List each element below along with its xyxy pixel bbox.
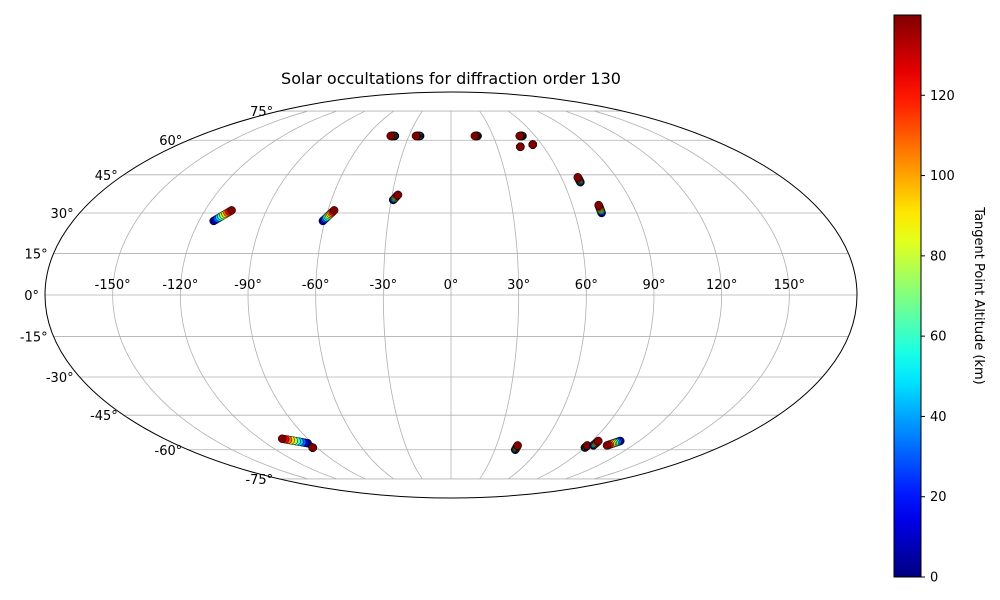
grid-meridian	[479, 110, 520, 480]
lat-tick-label: -45°	[90, 409, 118, 424]
lat-tick-label: -75°	[245, 473, 273, 488]
lat-tick-label: 60°	[159, 134, 182, 149]
grid-meridian	[315, 110, 394, 480]
lon-tick-label: 150°	[774, 278, 805, 293]
lon-tick-label: 120°	[706, 278, 737, 293]
plot-area	[44, 91, 858, 499]
colorbar-tick-label: 100	[930, 169, 955, 184]
lon-tick-label: -150°	[95, 278, 131, 293]
data-point	[594, 200, 603, 210]
data-point	[513, 441, 522, 450]
chart-title: Solar occultations for diffraction order…	[281, 69, 621, 88]
occultation-track	[528, 140, 538, 149]
data-point	[386, 131, 395, 141]
data-point	[528, 140, 538, 149]
lat-tick-label: 75°	[250, 105, 273, 120]
data-point	[227, 206, 236, 215]
data-point	[470, 131, 480, 141]
grid-meridian	[508, 110, 587, 480]
lon-tick-label: -120°	[162, 278, 198, 293]
lat-tick-label: 30°	[51, 207, 74, 222]
map-boundary	[44, 91, 858, 499]
colorbar-label: Tangent Point Altitude (km)	[971, 206, 986, 384]
data-point	[393, 190, 403, 200]
lon-tick-label: -60°	[302, 278, 330, 293]
occultation-track	[510, 441, 522, 455]
colorbar-tick-label: 60	[930, 330, 947, 345]
lat-tick-label: 45°	[95, 169, 118, 184]
occultation-track	[318, 206, 339, 226]
occultation-track	[411, 131, 425, 141]
occultation-track	[516, 142, 525, 152]
lon-tick-label: 30°	[507, 278, 530, 293]
colorbar-bar	[893, 14, 922, 578]
grid-meridian	[112, 110, 308, 480]
data-point	[602, 441, 612, 450]
occultation-track	[308, 443, 317, 452]
occultation-track	[515, 131, 527, 141]
colorbar-tick-label: 0	[930, 571, 938, 586]
data-point	[277, 434, 287, 443]
lat-tick-label: -60°	[155, 444, 183, 459]
grid-meridian	[594, 110, 790, 480]
lat-tick-label: 0°	[24, 289, 39, 304]
colorbar-tick-label: 120	[930, 89, 955, 104]
data-point	[329, 206, 339, 215]
grid-meridian	[536, 110, 655, 480]
colorbar-tick-label: 20	[930, 490, 947, 505]
lon-tick-label: 90°	[642, 278, 665, 293]
occultation-track	[602, 436, 625, 450]
data-point	[515, 131, 524, 141]
colorbar: 0 20 40 60 80 100 120 Tangent Point Altitude (k…	[893, 14, 986, 586]
data-point	[516, 142, 525, 152]
lon-tick-label: 0°	[444, 278, 459, 293]
grid-meridian	[179, 110, 337, 480]
occultation-track	[209, 206, 236, 226]
occultation-track	[386, 131, 400, 141]
occultation-track	[573, 173, 585, 187]
lon-tick-label: 60°	[575, 278, 598, 293]
lat-tick-label: -15°	[20, 331, 48, 346]
lat-tick-label: 15°	[25, 247, 48, 262]
points-layer	[209, 131, 625, 455]
occultation-track	[594, 200, 606, 218]
colorbar-tick-label: 80	[930, 249, 947, 264]
occultation-track	[388, 190, 403, 205]
colorbar-tick-label: 40	[930, 410, 947, 425]
graticule	[45, 110, 857, 480]
grid-meridian	[565, 110, 723, 480]
data-point	[573, 173, 583, 182]
lon-tick-label: -30°	[369, 278, 397, 293]
labels-layer: -150° -120° -90° -60° -30° 0° 30° 60° 90° 120° 150…	[20, 105, 805, 488]
data-point	[594, 436, 603, 446]
occultation-track	[277, 434, 312, 448]
grid-meridian	[247, 110, 366, 480]
occultation-track	[470, 131, 482, 141]
occultation-track	[589, 436, 603, 450]
data-point	[411, 131, 421, 141]
lon-tick-label: -90°	[234, 278, 262, 293]
lat-tick-label: -30°	[46, 371, 74, 386]
grid-meridian	[382, 110, 423, 480]
data-point	[308, 443, 317, 452]
